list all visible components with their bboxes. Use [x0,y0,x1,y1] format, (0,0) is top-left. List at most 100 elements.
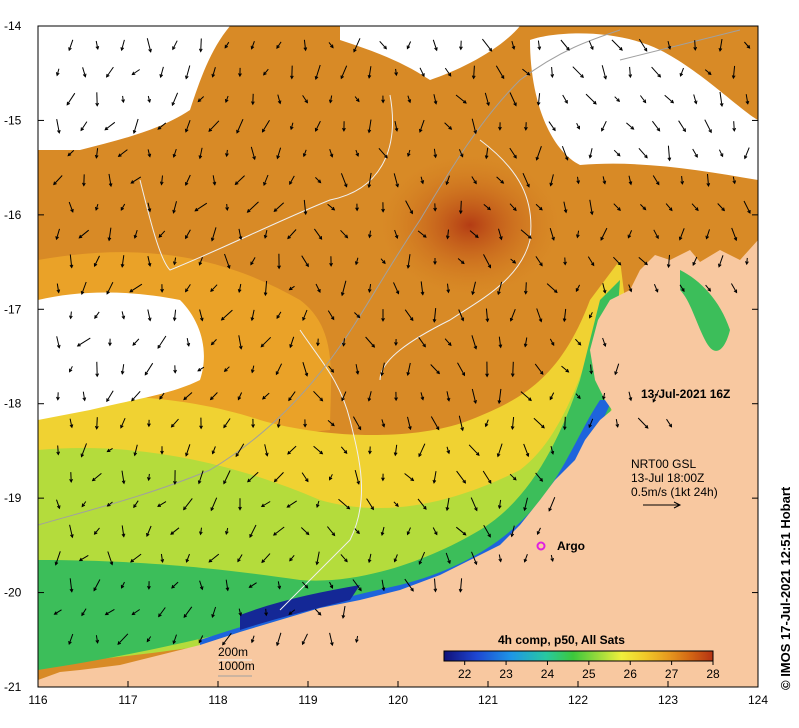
current-arrow [211,339,217,345]
current-arrow [106,390,114,402]
current-arrow-head [252,156,256,161]
current-arrow-head [406,531,411,536]
current-arrow-head [576,180,580,185]
current-arrow-head [211,450,216,455]
current-arrow [236,118,244,134]
current-arrow [602,176,606,184]
current-arrow-head [500,180,505,184]
current-arrow-head [286,504,291,508]
current-arrow-head [82,182,86,187]
current-arrow-head [524,126,528,131]
x-tick-label: 116 [28,693,47,707]
current-arrow [549,392,555,400]
current-arrow [536,308,542,322]
current-arrow-head [732,127,737,132]
current-arrow [121,39,125,51]
current-arrow [434,578,436,592]
current-arrow [430,416,440,430]
current-arrow-head [224,44,229,49]
current-arrow [537,40,541,50]
current-arrow-head [173,480,177,485]
current-arrow-head [538,318,543,323]
current-arrow-head [563,209,568,214]
current-arrow [407,254,411,268]
current-arrow [681,176,683,184]
current-arrow [131,390,141,402]
current-arrow [198,635,204,643]
current-arrow-head [473,345,478,350]
current-arrow [613,149,621,157]
current-arrow-head [172,46,176,51]
current-arrow-head [371,343,376,348]
colorbar-tick-label: 22 [458,667,472,681]
current-arrow [652,175,660,185]
current-arrow-head [93,531,98,535]
current-arrow [455,526,467,536]
current-arrow [354,528,360,534]
current-arrow-head [721,207,725,212]
current-arrow [692,256,698,266]
current-arrow-head [238,345,243,350]
current-arrow-head [276,315,280,319]
current-arrow-head [566,46,570,51]
current-arrow-head [486,102,490,107]
current-arrow-head [652,398,657,403]
current-arrow [678,120,686,132]
current-arrow-head [718,263,722,268]
current-arrow [354,469,360,485]
current-arrow [160,553,164,563]
current-arrow [329,149,333,157]
current-arrow-head [273,478,278,483]
current-label-1: NRT00 GSL [631,457,696,471]
current-arrow-head [536,531,541,536]
current-arrow-head [131,611,136,616]
current-arrow-head [407,152,411,158]
current-arrow-head [305,263,309,268]
current-arrow-head [526,71,531,76]
current-arrow [78,229,90,239]
current-arrow [601,65,607,79]
current-arrow [200,527,202,535]
current-arrow-head [458,210,463,215]
current-arrow-head [315,561,320,566]
current-arrow-head [211,613,215,618]
current-arrow-head [157,503,162,507]
current-arrow [264,280,268,296]
current-arrow [68,633,74,645]
current-arrow [249,582,257,588]
current-arrow [694,40,696,50]
current-arrow [602,337,606,347]
current-arrow [585,93,597,105]
current-arrow [549,227,555,241]
current-arrow-head [330,642,334,647]
current-arrow-head [602,342,607,347]
current-arrow [288,391,296,401]
current-arrow-head [473,130,478,135]
current-arrow [93,579,101,591]
current-arrow-head [705,235,710,240]
current-arrow [81,281,87,295]
current-arrow [53,175,63,185]
current-arrow [509,473,517,481]
current-arrow [197,96,205,102]
current-arrow [355,364,359,374]
current-arrow-head [670,99,675,104]
current-arrow-head [654,288,659,293]
current-arrow [534,363,544,375]
current-arrow-head [302,153,307,158]
current-arrow [301,255,309,267]
current-arrow-head [120,584,125,589]
current-arrow [498,554,502,562]
current-arrow [288,609,296,615]
y-tick-label: -16 [4,208,22,222]
current-arrow-head [212,181,217,186]
current-arrow-head [117,153,122,158]
current-arrow-head [264,452,269,457]
current-arrow-head [678,236,683,241]
current-arrow-head [499,236,503,241]
current-arrow-head [95,206,99,211]
current-arrow [369,230,371,238]
current-arrow [247,471,259,483]
contour-1000m [38,29,741,526]
current-arrow [615,419,619,427]
